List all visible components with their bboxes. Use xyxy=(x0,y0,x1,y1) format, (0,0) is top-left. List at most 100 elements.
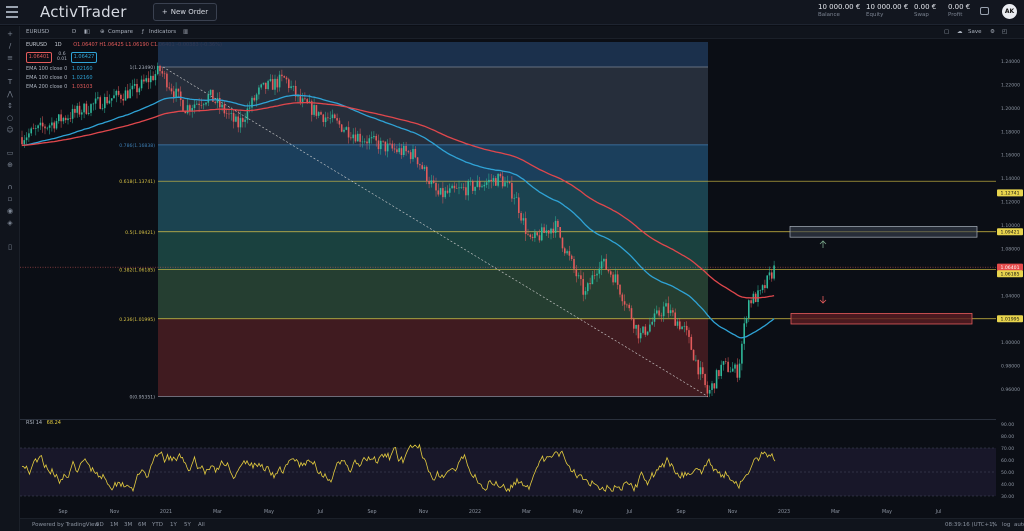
forecast-icon[interactable]: ↕ xyxy=(7,102,13,110)
avatar[interactable]: AK xyxy=(1002,4,1017,19)
settings-gear-icon[interactable]: ⚙ xyxy=(990,29,995,35)
candle-body xyxy=(46,127,49,129)
emoji-icon[interactable]: ☺ xyxy=(6,126,14,134)
shapes-icon[interactable]: ○ xyxy=(6,114,14,122)
templates-icon[interactable]: ▥ xyxy=(183,29,189,35)
candle-body xyxy=(713,383,716,389)
candle-body xyxy=(269,79,272,81)
candle-body xyxy=(520,213,522,221)
candle-body xyxy=(216,98,219,103)
candle-body xyxy=(552,228,555,233)
candle-body xyxy=(764,285,766,289)
candle-body xyxy=(37,125,39,129)
layers-icon[interactable]: ◈ xyxy=(7,219,13,227)
candle-body xyxy=(741,343,743,364)
range-6m[interactable]: 6M xyxy=(138,522,147,528)
trendline-icon[interactable]: / xyxy=(8,42,12,50)
candle-body xyxy=(193,104,196,109)
lock-icon[interactable]: ▫ xyxy=(7,195,13,203)
percent-toggle[interactable]: % xyxy=(992,522,998,528)
range-1y[interactable]: 1Y xyxy=(170,522,177,528)
target-box-lower[interactable] xyxy=(790,313,973,325)
text-tool-icon[interactable]: T xyxy=(7,78,13,86)
candle-body xyxy=(334,114,336,119)
price-tag xyxy=(997,263,1023,271)
candle-body xyxy=(511,183,513,199)
indicators-button[interactable]: Indicators xyxy=(149,29,177,35)
candle-body xyxy=(152,75,154,81)
price-axis-tick: 1.08000 xyxy=(1001,246,1020,252)
trash-icon[interactable]: ▯ xyxy=(8,243,12,251)
briefcase-icon[interactable] xyxy=(980,7,989,15)
eye-icon[interactable]: ◉ xyxy=(6,207,14,215)
candle-type-icon[interactable]: ▮▯ xyxy=(84,29,91,35)
candle-body xyxy=(644,326,647,335)
candle-body xyxy=(384,141,387,152)
fib-zone xyxy=(158,269,708,319)
ema-legend-3[interactable]: EMA 200 close 0 1.03103 xyxy=(26,84,93,90)
candle-body xyxy=(706,385,709,394)
pattern-icon[interactable]: ⋀ xyxy=(7,90,13,98)
clock-readout[interactable]: 08:39:16 (UTC+1) xyxy=(945,522,995,528)
candle-body xyxy=(704,374,706,386)
rsi-axis-tick: 60.00 xyxy=(1001,458,1014,464)
pane-divider[interactable] xyxy=(20,419,996,420)
range-ytd[interactable]: YTD xyxy=(152,522,163,528)
ema-legend-2[interactable]: EMA 100 close 0 1.02160 xyxy=(26,75,93,81)
ema-legend-1[interactable]: EMA 100 close 0 1.02160 xyxy=(26,66,93,72)
candle-body xyxy=(513,197,515,199)
buy-price-box[interactable]: 1.06427 xyxy=(71,52,97,63)
candle-body xyxy=(265,82,267,90)
range-5d[interactable]: 5D xyxy=(96,522,104,528)
range-all[interactable]: All xyxy=(198,522,205,528)
candle-body xyxy=(133,84,136,86)
log-toggle[interactable]: log xyxy=(1002,522,1011,528)
fib-tool-icon[interactable]: ≡ xyxy=(7,54,13,62)
candle-body xyxy=(237,116,239,128)
powered-by-text[interactable]: Powered by TradingView xyxy=(32,522,99,528)
candle-body xyxy=(115,90,118,96)
compare-button[interactable]: Compare xyxy=(108,29,133,35)
balance-readout: 10 000.00 € Balance xyxy=(818,3,860,18)
candle-body xyxy=(136,84,138,93)
interval-select[interactable]: D xyxy=(72,29,77,35)
auto-toggle[interactable]: auto xyxy=(1014,522,1024,528)
candle-body xyxy=(603,258,605,262)
save-button[interactable]: Save xyxy=(968,29,982,35)
candle-body xyxy=(633,319,635,329)
crosshair-icon[interactable]: + xyxy=(7,30,13,38)
range-5y[interactable]: 5Y xyxy=(184,522,191,528)
candle-body xyxy=(97,97,99,99)
candle-body xyxy=(306,99,308,104)
ruler-icon[interactable]: ▭ xyxy=(6,149,14,157)
candle-body xyxy=(196,103,198,105)
new-order-button[interactable]: + New Order xyxy=(153,3,217,21)
fib-trend-line[interactable] xyxy=(162,66,709,397)
sell-price-box[interactable]: 1.06401 xyxy=(26,52,52,63)
hamburger-menu-icon[interactable] xyxy=(6,6,18,18)
candle-body xyxy=(228,113,230,115)
rsi-legend[interactable]: RSI 14 68.24 xyxy=(26,420,61,426)
zoom-in-icon[interactable]: ⊕ xyxy=(7,161,13,169)
spread-readout: 0.6 0.01 xyxy=(55,52,69,63)
candle-body xyxy=(338,120,341,125)
candle-body xyxy=(71,108,74,119)
fullscreen-icon[interactable]: ▢ xyxy=(944,29,950,35)
candle-body xyxy=(754,293,757,303)
candle-body xyxy=(396,149,398,153)
range-1m[interactable]: 1M xyxy=(110,522,119,528)
screenshot-icon[interactable]: ◰ xyxy=(1002,29,1008,35)
brush-icon[interactable]: ~ xyxy=(7,66,13,74)
range-3m[interactable]: 3M xyxy=(124,522,133,528)
candle-body xyxy=(200,105,203,106)
target-box-upper[interactable] xyxy=(789,226,978,238)
symbol-search[interactable]: EURUSD xyxy=(26,29,50,35)
candle-body xyxy=(221,104,223,108)
candle-body xyxy=(743,323,745,344)
candle-body xyxy=(322,114,325,123)
candle-body xyxy=(124,90,127,101)
profit-readout: 0.00 € Profit xyxy=(948,3,970,18)
magnet-icon[interactable]: ∩ xyxy=(7,183,13,191)
candle-body xyxy=(432,180,435,183)
